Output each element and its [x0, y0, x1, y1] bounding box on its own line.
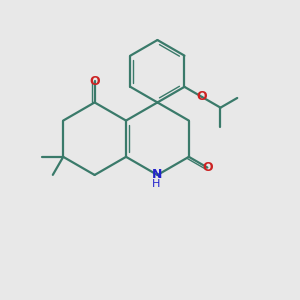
Text: O: O: [202, 161, 213, 174]
Text: H: H: [152, 179, 160, 189]
Text: O: O: [89, 74, 100, 88]
Text: N: N: [152, 169, 163, 182]
Text: O: O: [196, 90, 207, 104]
